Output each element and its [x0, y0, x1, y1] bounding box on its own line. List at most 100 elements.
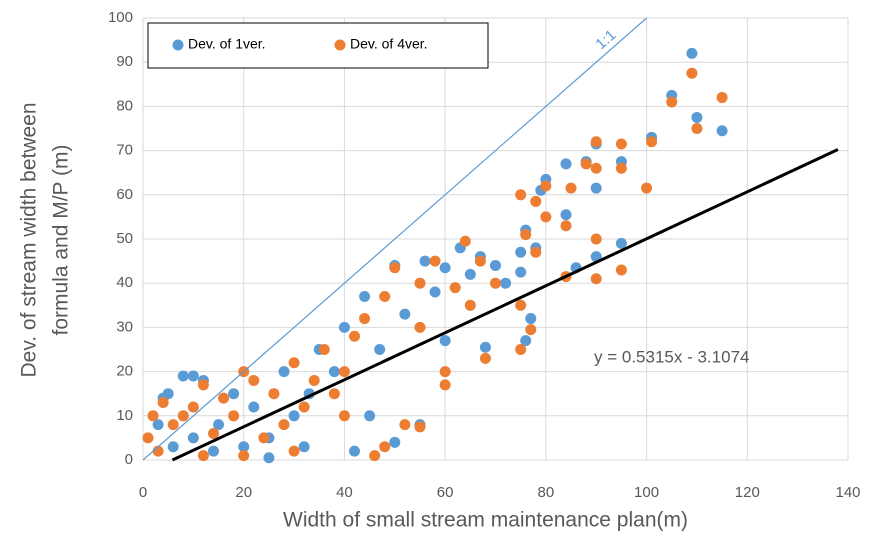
reference-line	[142, 17, 647, 461]
point	[615, 138, 627, 150]
point	[389, 262, 401, 274]
y-tick-label: 0	[125, 451, 133, 468]
point	[474, 255, 486, 267]
point	[338, 410, 350, 422]
point	[379, 290, 391, 302]
y-tick-label: 100	[108, 9, 133, 26]
point	[414, 321, 426, 333]
point	[318, 344, 330, 355]
y-tick-label: 50	[116, 230, 133, 247]
y-axis-label: Dev. of stream width between	[18, 102, 41, 377]
y-tick-label: 60	[116, 186, 133, 203]
point	[177, 370, 189, 382]
point	[565, 182, 577, 194]
x-tick-label: 60	[437, 484, 454, 501]
point	[459, 235, 471, 247]
point	[369, 450, 381, 462]
point	[515, 299, 527, 311]
point	[520, 229, 532, 241]
point	[414, 421, 426, 433]
point	[213, 419, 225, 431]
point	[288, 410, 300, 422]
point	[590, 273, 602, 285]
x-tick-label: 100	[634, 484, 659, 501]
point	[228, 410, 240, 422]
point	[419, 255, 431, 267]
point	[338, 366, 350, 378]
point	[258, 432, 270, 444]
point	[328, 388, 340, 400]
point	[263, 452, 275, 464]
point	[530, 246, 542, 258]
legend-marker	[334, 39, 346, 51]
y-axis-label: formula and M/P (m)	[50, 145, 73, 336]
y-tick-label: 10	[116, 407, 133, 424]
point	[197, 379, 209, 391]
point	[187, 401, 199, 413]
x-tick-label: 80	[538, 484, 555, 501]
point	[590, 182, 602, 194]
point	[615, 264, 627, 276]
point	[560, 209, 572, 221]
legend-text: Dev. of 4ver.	[350, 36, 428, 52]
y-tick-label: 90	[116, 53, 133, 70]
point	[374, 344, 386, 355]
point	[364, 410, 376, 422]
point	[530, 195, 542, 207]
point	[540, 180, 552, 192]
reference-line	[171, 148, 839, 462]
point	[399, 308, 411, 320]
point	[414, 277, 426, 289]
point	[439, 366, 451, 378]
x-tick-label: 40	[336, 484, 353, 501]
point	[399, 419, 411, 431]
x-tick-label: 20	[235, 484, 252, 501]
point	[479, 341, 491, 353]
point	[208, 445, 219, 457]
point	[464, 299, 476, 311]
point	[349, 330, 360, 342]
point	[515, 266, 527, 278]
point	[429, 255, 441, 267]
point	[615, 237, 627, 249]
point	[615, 162, 627, 174]
y-tick-label: 40	[116, 274, 133, 291]
point	[439, 335, 451, 347]
point	[691, 111, 703, 123]
point	[187, 432, 199, 444]
legend-marker	[172, 39, 184, 51]
point	[590, 233, 602, 245]
x-tick-label: 140	[835, 484, 860, 501]
point	[515, 246, 527, 258]
point	[167, 419, 179, 431]
point	[177, 410, 189, 422]
point	[429, 286, 441, 298]
point	[379, 441, 391, 453]
point	[525, 324, 537, 336]
point	[520, 335, 532, 347]
point	[197, 450, 209, 462]
point	[560, 158, 572, 170]
point	[641, 182, 653, 194]
point	[152, 419, 164, 431]
point	[716, 125, 728, 137]
point	[288, 357, 300, 369]
point	[686, 67, 698, 79]
point	[500, 277, 512, 289]
point	[580, 158, 592, 170]
point	[328, 366, 340, 378]
point	[298, 441, 310, 453]
point	[449, 282, 461, 294]
point	[686, 47, 698, 59]
y-tick-label: 20	[116, 363, 133, 380]
point	[515, 189, 527, 201]
point	[515, 344, 527, 355]
point	[479, 352, 491, 364]
point	[691, 123, 703, 134]
point	[298, 401, 310, 413]
point	[389, 436, 401, 448]
point	[218, 392, 230, 404]
point	[666, 96, 678, 108]
point	[278, 419, 290, 431]
